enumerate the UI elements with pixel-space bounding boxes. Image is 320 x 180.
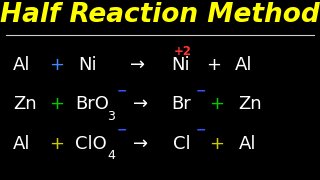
Text: −: − — [117, 84, 127, 97]
Text: +: + — [50, 135, 65, 153]
Text: −: − — [196, 124, 206, 137]
Text: Al: Al — [13, 56, 30, 74]
Text: Ni: Ni — [171, 56, 190, 74]
Text: Br: Br — [171, 95, 191, 113]
Text: +: + — [206, 56, 221, 74]
Text: Cl: Cl — [173, 135, 190, 153]
Text: →: → — [130, 56, 145, 74]
Text: +2: +2 — [174, 45, 192, 58]
Text: +: + — [210, 95, 225, 113]
Text: −: − — [196, 84, 206, 97]
Text: +: + — [50, 95, 65, 113]
Text: →: → — [133, 95, 148, 113]
Text: BrO: BrO — [75, 95, 109, 113]
Text: Al: Al — [13, 135, 30, 153]
Text: +: + — [210, 135, 225, 153]
Text: Ni: Ni — [78, 56, 97, 74]
Text: →: → — [133, 135, 148, 153]
Text: Al: Al — [238, 135, 256, 153]
Text: 3: 3 — [107, 110, 115, 123]
Text: +: + — [50, 56, 65, 74]
Text: Half Reaction Method: Half Reaction Method — [0, 2, 320, 28]
Text: Al: Al — [235, 56, 253, 74]
Text: Zn: Zn — [13, 95, 36, 113]
Text: −: − — [117, 124, 127, 137]
Text: Zn: Zn — [238, 95, 262, 113]
Text: 4: 4 — [107, 149, 115, 162]
Text: ClO: ClO — [75, 135, 107, 153]
